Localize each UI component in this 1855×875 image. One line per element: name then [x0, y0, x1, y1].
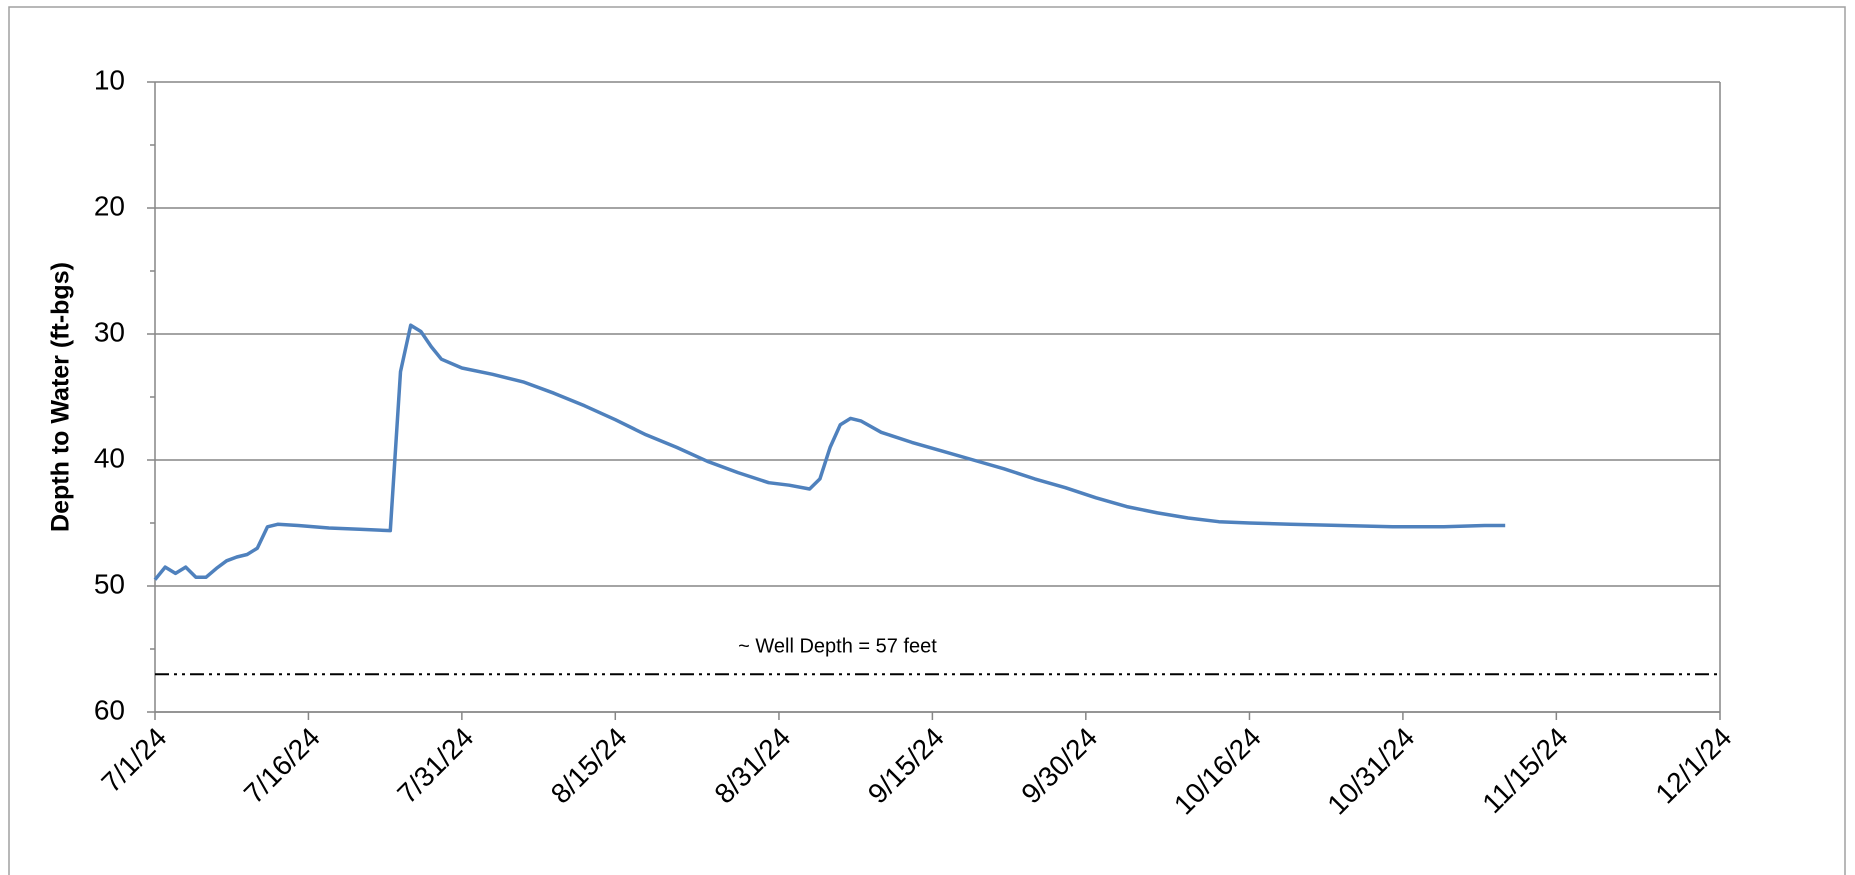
y-tick-label: 40 — [94, 442, 125, 473]
y-axis-label: Depth to Water (ft-bgs) — [47, 262, 75, 532]
y-tick-label: 20 — [94, 190, 125, 221]
chart-border — [8, 6, 1846, 875]
data-line — [153, 323, 1506, 581]
y-tick-label: 30 — [94, 316, 125, 347]
y-tick-label: 60 — [94, 694, 125, 725]
y-tick-label: 10 — [94, 64, 125, 95]
reference-label: ~ Well Depth = 57 feet — [738, 635, 937, 657]
y-tick-label: 50 — [94, 568, 125, 599]
